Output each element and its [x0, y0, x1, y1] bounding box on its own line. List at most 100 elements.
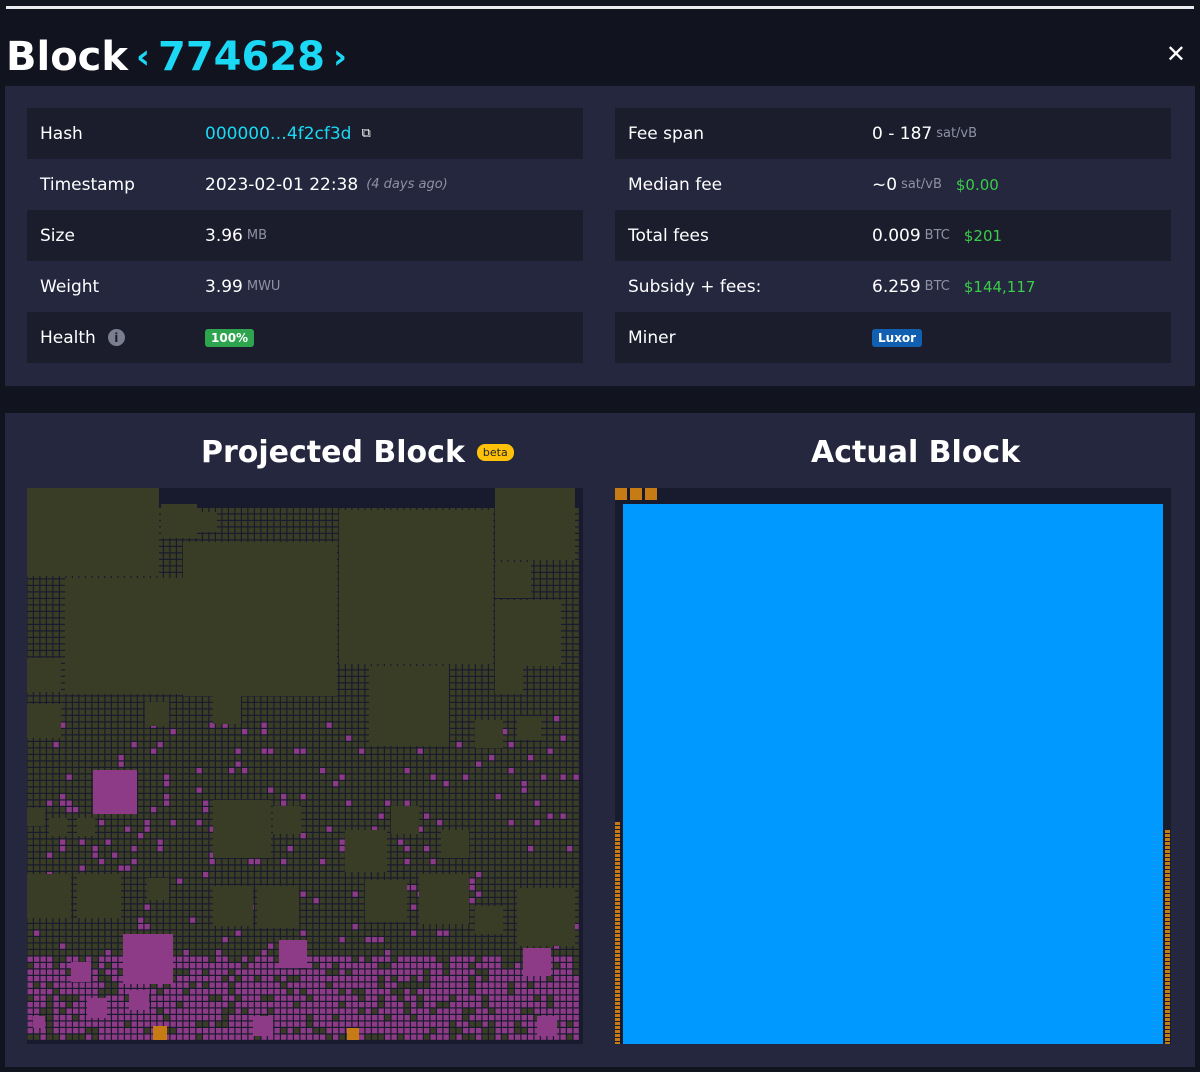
tx-square[interactable]	[27, 800, 33, 806]
tx-square[interactable]	[177, 807, 183, 813]
tx-square[interactable]	[326, 748, 332, 754]
tx-square[interactable]	[47, 748, 53, 754]
tx-square[interactable]	[138, 735, 144, 741]
tx-square[interactable]	[391, 800, 397, 806]
tx-square[interactable]	[339, 768, 345, 774]
tx-square[interactable]	[573, 521, 579, 527]
tx-square[interactable]	[456, 820, 462, 826]
tx-square[interactable]	[450, 696, 456, 702]
tx-square[interactable]	[203, 696, 209, 702]
tx-square[interactable]	[60, 787, 66, 793]
tx-square[interactable]	[443, 761, 449, 767]
tx-square[interactable]	[105, 735, 111, 741]
tx-square[interactable]	[255, 709, 261, 715]
tx-square[interactable]	[222, 878, 228, 884]
tx-square[interactable]	[560, 722, 566, 728]
tx-square[interactable]	[554, 852, 560, 858]
tx-square[interactable]	[53, 755, 59, 761]
tx-square[interactable]	[456, 865, 462, 871]
tx-square[interactable]	[554, 781, 560, 787]
tx-square[interactable]	[177, 787, 183, 793]
tx-square[interactable]	[333, 755, 339, 761]
tx-square[interactable]	[326, 527, 332, 533]
tx-square[interactable]	[248, 768, 254, 774]
tx-square[interactable]	[502, 742, 508, 748]
tx-square[interactable]	[307, 839, 313, 845]
tx-square[interactable]	[157, 729, 163, 735]
tx-square[interactable]	[567, 787, 573, 793]
tx-square[interactable]	[86, 703, 92, 709]
tx-square[interactable]	[268, 735, 274, 741]
tx-square[interactable]	[53, 579, 59, 585]
tx-square[interactable]	[170, 839, 176, 845]
tx-square[interactable]	[378, 781, 384, 787]
tx-square[interactable]	[469, 742, 475, 748]
tx-square[interactable]	[222, 735, 228, 741]
tx-square[interactable]	[573, 592, 579, 598]
tx-square[interactable]	[209, 800, 215, 806]
tx-square[interactable]	[404, 865, 410, 871]
tx-square[interactable]	[27, 794, 33, 800]
tx-square[interactable]	[138, 800, 144, 806]
tx-square[interactable]	[242, 722, 248, 728]
tx-square[interactable]	[27, 748, 33, 754]
tx-square[interactable]	[196, 852, 202, 858]
tx-square[interactable]	[365, 781, 371, 787]
tx-square[interactable]	[60, 599, 66, 605]
tx-square[interactable]	[73, 807, 79, 813]
tx-square[interactable]	[235, 729, 241, 735]
tx-square[interactable]	[320, 735, 326, 741]
tx-square[interactable]	[515, 794, 521, 800]
tx-square[interactable]	[92, 813, 98, 819]
tx-square[interactable]	[79, 800, 85, 806]
tx-square[interactable]	[573, 865, 579, 871]
tx-square[interactable]	[281, 859, 287, 865]
tx-square[interactable]	[554, 846, 560, 852]
tx-square[interactable]	[40, 592, 46, 598]
tx-square[interactable]	[268, 794, 274, 800]
tx-square[interactable]	[203, 729, 209, 735]
tx-square[interactable]	[320, 534, 326, 540]
tx-square[interactable]	[287, 722, 293, 728]
tx-square[interactable]	[352, 670, 358, 676]
tx-square[interactable]	[235, 722, 241, 728]
tx-square[interactable]	[34, 839, 40, 845]
tx-square[interactable]	[476, 813, 482, 819]
tx-square[interactable]	[294, 768, 300, 774]
tx-square[interactable]	[463, 787, 469, 793]
tx-square[interactable]	[242, 696, 248, 702]
tx-square[interactable]	[209, 781, 215, 787]
tx-square[interactable]	[79, 768, 85, 774]
tx-square[interactable]	[554, 742, 560, 748]
tx-square[interactable]	[209, 735, 215, 741]
tx-square[interactable]	[222, 514, 228, 520]
tx-square[interactable]	[515, 878, 521, 884]
tx-square[interactable]	[294, 833, 300, 839]
tx-square[interactable]	[489, 696, 495, 702]
tx-square[interactable]	[79, 761, 85, 767]
tx-square[interactable]	[534, 781, 540, 787]
tx-square[interactable]	[294, 703, 300, 709]
tx-square[interactable]	[73, 839, 79, 845]
tx-square[interactable]	[92, 709, 98, 715]
tx-square[interactable]	[66, 716, 72, 722]
tx-square[interactable]	[424, 755, 430, 761]
tx-square[interactable]	[378, 748, 384, 754]
tx-square[interactable]	[326, 735, 332, 741]
tx-square[interactable]	[248, 742, 254, 748]
tx-square[interactable]	[560, 696, 566, 702]
tx-square[interactable]	[333, 794, 339, 800]
tx-square[interactable]	[40, 833, 46, 839]
tx-square[interactable]	[170, 872, 176, 878]
tx-square[interactable]	[229, 508, 235, 514]
tx-square[interactable]	[326, 839, 332, 845]
tx-square[interactable]	[287, 872, 293, 878]
tx-square[interactable]	[463, 709, 469, 715]
tx-square[interactable]	[222, 781, 228, 787]
tx-square[interactable]	[209, 833, 215, 839]
tx-square[interactable]	[547, 755, 553, 761]
tx-square[interactable]	[216, 534, 222, 540]
tx-square[interactable]	[554, 703, 560, 709]
tx-square[interactable]	[352, 722, 358, 728]
tx-square[interactable]	[34, 781, 40, 787]
